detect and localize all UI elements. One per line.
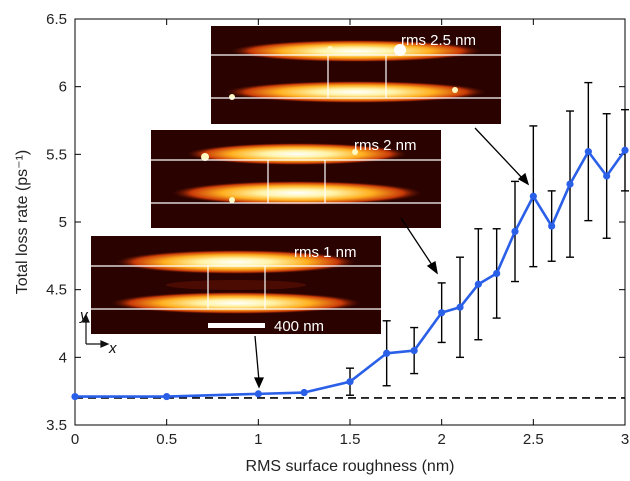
- x-axis-label: RMS surface roughness (nm): [246, 458, 455, 475]
- x-tick-labels: 0 0.5 1 1.5 2 2.5 3: [71, 431, 629, 448]
- data-point: [383, 349, 391, 357]
- data-point: [410, 346, 418, 355]
- data-point: [254, 390, 262, 398]
- x-tick-label: 0.5: [156, 431, 177, 448]
- data-point: [493, 269, 501, 278]
- data-point: [529, 192, 537, 200]
- data-point: [346, 378, 354, 386]
- data-point: [300, 388, 308, 397]
- axis-ticks: [74, 18, 626, 426]
- inset-pointers: [253, 127, 530, 389]
- y-tick-label: 5.5: [46, 146, 67, 163]
- data-point: [163, 392, 171, 401]
- data-point: [548, 222, 556, 230]
- data-point: [456, 303, 464, 311]
- x-tick-label: 3: [621, 431, 629, 448]
- y-tick-label: 6: [59, 79, 67, 96]
- inset-rms-2nm: rms 2 nm: [151, 130, 441, 228]
- y-tick-labels: 3.5 4 4.5 5 5.5 6 6.5: [46, 11, 67, 434]
- data-point: [584, 148, 592, 156]
- x-tick-label: 2.5: [523, 431, 544, 448]
- x-tick-label: 2: [437, 431, 445, 448]
- data-markers: [71, 146, 629, 401]
- y-tick-label: 4: [59, 349, 67, 366]
- inset-rms-2-5nm: rms 2.5 nm: [211, 26, 501, 124]
- data-point: [566, 180, 574, 188]
- x-tick-label: 0: [71, 431, 79, 448]
- data-point: [71, 392, 79, 401]
- y-tick-label: 5: [59, 214, 67, 231]
- data-point: [603, 172, 611, 180]
- inset-label-rms-1nm: rms 1 nm: [294, 244, 357, 261]
- scale-bar: [208, 323, 265, 328]
- y-axis-label: Total loss rate (ps⁻¹): [14, 150, 31, 294]
- axis-indicator-y: y: [79, 307, 89, 324]
- inset-label-rms-2nm: rms 2 nm: [354, 137, 417, 154]
- y-tick-label: 3.5: [46, 417, 67, 434]
- data-point: [438, 309, 446, 317]
- series-line: [75, 149, 627, 398]
- axes-orientation-indicator: [82, 313, 110, 348]
- data-point: [511, 227, 519, 236]
- axis-indicator-x: x: [108, 340, 117, 357]
- y-tick-label: 6.5: [46, 11, 67, 28]
- inset-label-rms-2-5nm: rms 2.5 nm: [401, 32, 476, 49]
- x-tick-label: 1: [254, 431, 262, 448]
- data-point: [621, 146, 629, 154]
- scale-bar-label: 400 nm: [274, 318, 324, 335]
- y-tick-label: 4.5: [46, 282, 67, 299]
- x-tick-label: 1.5: [340, 431, 361, 448]
- data-point: [474, 280, 482, 288]
- inset-rms-1nm: 400 nm rms 1 nm: [91, 236, 381, 335]
